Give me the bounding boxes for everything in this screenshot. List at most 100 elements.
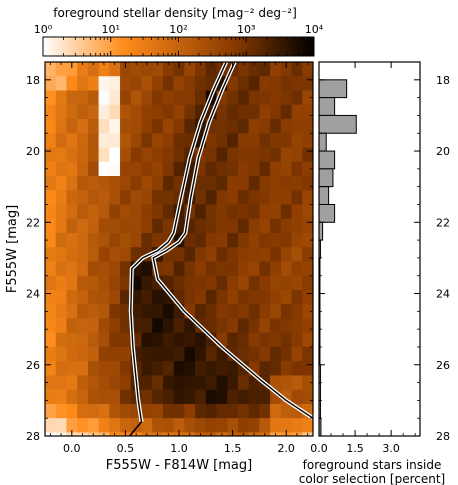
heatmap-cell bbox=[120, 118, 132, 134]
heatmap-cell bbox=[130, 318, 142, 334]
heatmap-cell bbox=[173, 175, 185, 191]
heatmap-cell bbox=[205, 261, 217, 277]
heatmap-cell bbox=[237, 62, 250, 77]
heatmap-cell bbox=[227, 247, 239, 262]
heatmap-cell bbox=[302, 389, 313, 405]
heatmap-cell bbox=[109, 346, 121, 362]
histogram-y-tick-label: 26 bbox=[436, 359, 450, 372]
heatmap-cell bbox=[237, 289, 250, 305]
heatmap-cell bbox=[109, 76, 121, 91]
heatmap-cell bbox=[77, 361, 89, 376]
heatmap-cell bbox=[162, 418, 175, 433]
heatmap-cell bbox=[109, 62, 121, 77]
heatmap-cell bbox=[237, 104, 250, 120]
heatmap-cell bbox=[259, 247, 271, 262]
heatmap-cell bbox=[195, 76, 207, 91]
heatmap-cell bbox=[291, 375, 303, 391]
heatmap-cell bbox=[205, 204, 217, 220]
heatmap-cell bbox=[270, 62, 282, 77]
heatmap-cell bbox=[152, 418, 164, 433]
heatmap-cell bbox=[173, 118, 185, 134]
heatmap-cell bbox=[120, 62, 132, 77]
heatmap-cell bbox=[120, 361, 132, 376]
heatmap-cell bbox=[55, 76, 67, 91]
heatmap-cell bbox=[152, 62, 164, 77]
heatmap-cell bbox=[302, 403, 313, 419]
heatmap-cell bbox=[280, 90, 292, 106]
heatmap-cell bbox=[291, 90, 303, 106]
heatmap-cell bbox=[98, 175, 110, 191]
heatmap-cell bbox=[248, 275, 260, 291]
heatmap-cell bbox=[216, 261, 228, 277]
heatmap-cell bbox=[130, 62, 142, 77]
heatmap-cell bbox=[98, 304, 110, 319]
heatmap-cell bbox=[141, 133, 153, 148]
heatmap-cell bbox=[205, 389, 217, 405]
heatmap-cell bbox=[227, 275, 239, 291]
heatmap-cell bbox=[55, 247, 67, 262]
heatmap-cell bbox=[87, 389, 99, 405]
heatmap-cell bbox=[152, 304, 164, 319]
heatmap-cell bbox=[98, 403, 110, 419]
heatmap-cell bbox=[216, 304, 228, 319]
heatmap-cell bbox=[45, 204, 57, 220]
heatmap-cell bbox=[280, 161, 292, 177]
histogram-ticks: 0.0 1.5 3.0 18 20 22 24 26 28 bbox=[310, 61, 450, 455]
heatmap-cell bbox=[109, 418, 121, 433]
heatmap-cell bbox=[130, 204, 142, 220]
histogram-bar bbox=[318, 132, 327, 152]
heatmap-cell bbox=[302, 418, 313, 433]
heatmap-cell bbox=[120, 133, 132, 148]
heatmap-cell bbox=[280, 204, 292, 220]
selection-left-edge bbox=[130, 62, 227, 422]
histogram-bar bbox=[318, 168, 334, 188]
heatmap-cell bbox=[109, 247, 121, 262]
heatmap-cell bbox=[130, 133, 142, 148]
heatmap-cell bbox=[205, 232, 217, 248]
heatmap-cell bbox=[184, 161, 196, 177]
heatmap-cell bbox=[120, 104, 132, 120]
heatmap-cell bbox=[77, 161, 89, 177]
heatmap-cell bbox=[216, 90, 228, 106]
heatmap-cell bbox=[66, 133, 78, 148]
heatmap-cell bbox=[195, 304, 207, 319]
heatmap-cell bbox=[87, 247, 99, 262]
heatmap-cell bbox=[45, 403, 57, 419]
heatmap-cell bbox=[205, 218, 217, 234]
heatmap-cell bbox=[141, 261, 153, 277]
heatmap-cell bbox=[291, 389, 303, 405]
heatmap-cell bbox=[173, 318, 185, 334]
heatmap-cell bbox=[109, 190, 121, 205]
heatmap-cell bbox=[141, 161, 153, 177]
heatmap-cell bbox=[45, 133, 57, 148]
heatmap-cell bbox=[184, 361, 196, 376]
heatmap-cell bbox=[173, 275, 185, 291]
heatmap-cell bbox=[87, 332, 99, 348]
heatmap-cell bbox=[66, 161, 78, 177]
heatmap-cell bbox=[280, 247, 292, 262]
heatmap-cell bbox=[152, 175, 164, 191]
heatmap-cell bbox=[184, 304, 196, 319]
heatmap-cell bbox=[98, 147, 110, 163]
heatmap-cell bbox=[77, 62, 89, 77]
heatmap-cell bbox=[55, 190, 67, 205]
heatmap-cell bbox=[259, 346, 271, 362]
heatmap-cell bbox=[248, 346, 260, 362]
heatmap-cell bbox=[184, 403, 196, 419]
heatmap-cell bbox=[270, 118, 282, 134]
heatmap-cell bbox=[216, 118, 228, 134]
heatmap-cell bbox=[216, 247, 228, 262]
heatmap-cell bbox=[184, 389, 196, 405]
cmd-ticks: 0.0 0.5 1.0 1.5 2.0 18 20 22 24 26 28 bbox=[26, 61, 313, 455]
heatmap-cell bbox=[195, 247, 207, 262]
heatmap-cell bbox=[55, 318, 67, 334]
heatmap-cell bbox=[173, 375, 185, 391]
heatmap-cell bbox=[141, 76, 153, 91]
heatmap-cell bbox=[291, 175, 303, 191]
heatmap-cell bbox=[184, 104, 196, 120]
heatmap-cell bbox=[66, 275, 78, 291]
heatmap-cell bbox=[45, 261, 57, 277]
heatmap-cell bbox=[205, 161, 217, 177]
heatmap-cell bbox=[248, 332, 260, 348]
